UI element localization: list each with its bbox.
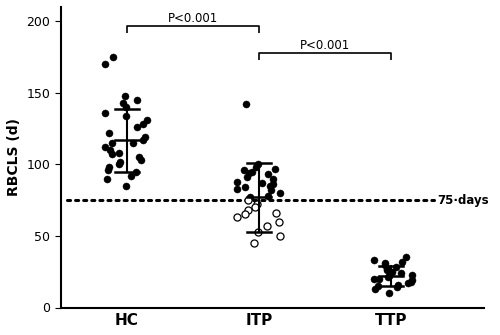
- Point: [264, 193, 272, 199]
- Point: [138, 122, 146, 127]
- Point: [134, 154, 142, 160]
- Point: [404, 280, 412, 286]
- Point: [106, 164, 114, 170]
- Point: [246, 195, 254, 200]
- Point: [276, 190, 283, 196]
- Text: P<0.001: P<0.001: [168, 12, 218, 25]
- Point: [128, 173, 136, 179]
- Point: [234, 215, 241, 220]
- Point: [102, 62, 110, 67]
- Point: [276, 233, 284, 239]
- Text: P<0.001: P<0.001: [300, 39, 350, 52]
- Point: [254, 229, 262, 234]
- Point: [120, 100, 128, 106]
- Point: [101, 110, 109, 116]
- Text: 75·days: 75·days: [438, 194, 489, 207]
- Point: [133, 125, 141, 130]
- Point: [263, 223, 271, 228]
- Point: [251, 205, 259, 210]
- Point: [242, 102, 250, 107]
- Point: [258, 180, 266, 186]
- Point: [384, 275, 392, 280]
- Point: [371, 286, 379, 291]
- Point: [137, 157, 145, 163]
- Point: [402, 255, 410, 260]
- Point: [381, 260, 389, 266]
- Y-axis label: RBCLS (d): RBCLS (d): [7, 118, 21, 196]
- Point: [408, 278, 416, 283]
- Point: [374, 276, 382, 281]
- Point: [383, 268, 391, 273]
- Point: [266, 183, 274, 189]
- Point: [116, 159, 124, 164]
- Point: [139, 137, 147, 143]
- Point: [103, 176, 111, 181]
- Point: [386, 290, 394, 296]
- Point: [133, 97, 141, 103]
- Point: [108, 54, 116, 60]
- Point: [370, 276, 378, 281]
- Point: [388, 269, 396, 274]
- Point: [106, 130, 114, 136]
- Point: [245, 170, 253, 176]
- Point: [132, 169, 140, 174]
- Point: [114, 150, 122, 156]
- Point: [121, 93, 129, 98]
- Point: [248, 169, 256, 174]
- Point: [129, 140, 137, 146]
- Point: [269, 176, 277, 181]
- Point: [250, 241, 258, 246]
- Point: [122, 113, 130, 118]
- Point: [370, 258, 378, 263]
- Point: [106, 147, 114, 153]
- Point: [233, 179, 241, 184]
- Point: [398, 259, 406, 264]
- Point: [122, 105, 130, 110]
- Point: [396, 270, 404, 276]
- Point: [244, 207, 252, 213]
- Point: [269, 182, 277, 187]
- Point: [253, 202, 261, 207]
- Point: [408, 272, 416, 277]
- Point: [272, 210, 280, 216]
- Point: [254, 162, 262, 167]
- Point: [241, 212, 249, 217]
- Point: [102, 144, 110, 150]
- Point: [381, 262, 389, 267]
- Point: [252, 164, 260, 170]
- Point: [264, 172, 272, 177]
- Point: [268, 188, 276, 193]
- Point: [240, 168, 248, 173]
- Point: [108, 152, 116, 157]
- Point: [382, 266, 390, 272]
- Point: [392, 265, 400, 270]
- Point: [114, 162, 122, 167]
- Point: [386, 273, 394, 279]
- Point: [394, 282, 402, 287]
- Point: [142, 117, 150, 123]
- Point: [241, 185, 249, 190]
- Point: [271, 166, 279, 171]
- Point: [122, 183, 130, 189]
- Point: [233, 186, 241, 191]
- Point: [140, 135, 148, 140]
- Point: [244, 197, 252, 203]
- Point: [242, 175, 250, 180]
- Point: [108, 140, 116, 146]
- Point: [374, 283, 382, 289]
- Point: [276, 219, 283, 224]
- Point: [104, 168, 112, 173]
- Point: [407, 279, 415, 284]
- Point: [394, 285, 402, 290]
